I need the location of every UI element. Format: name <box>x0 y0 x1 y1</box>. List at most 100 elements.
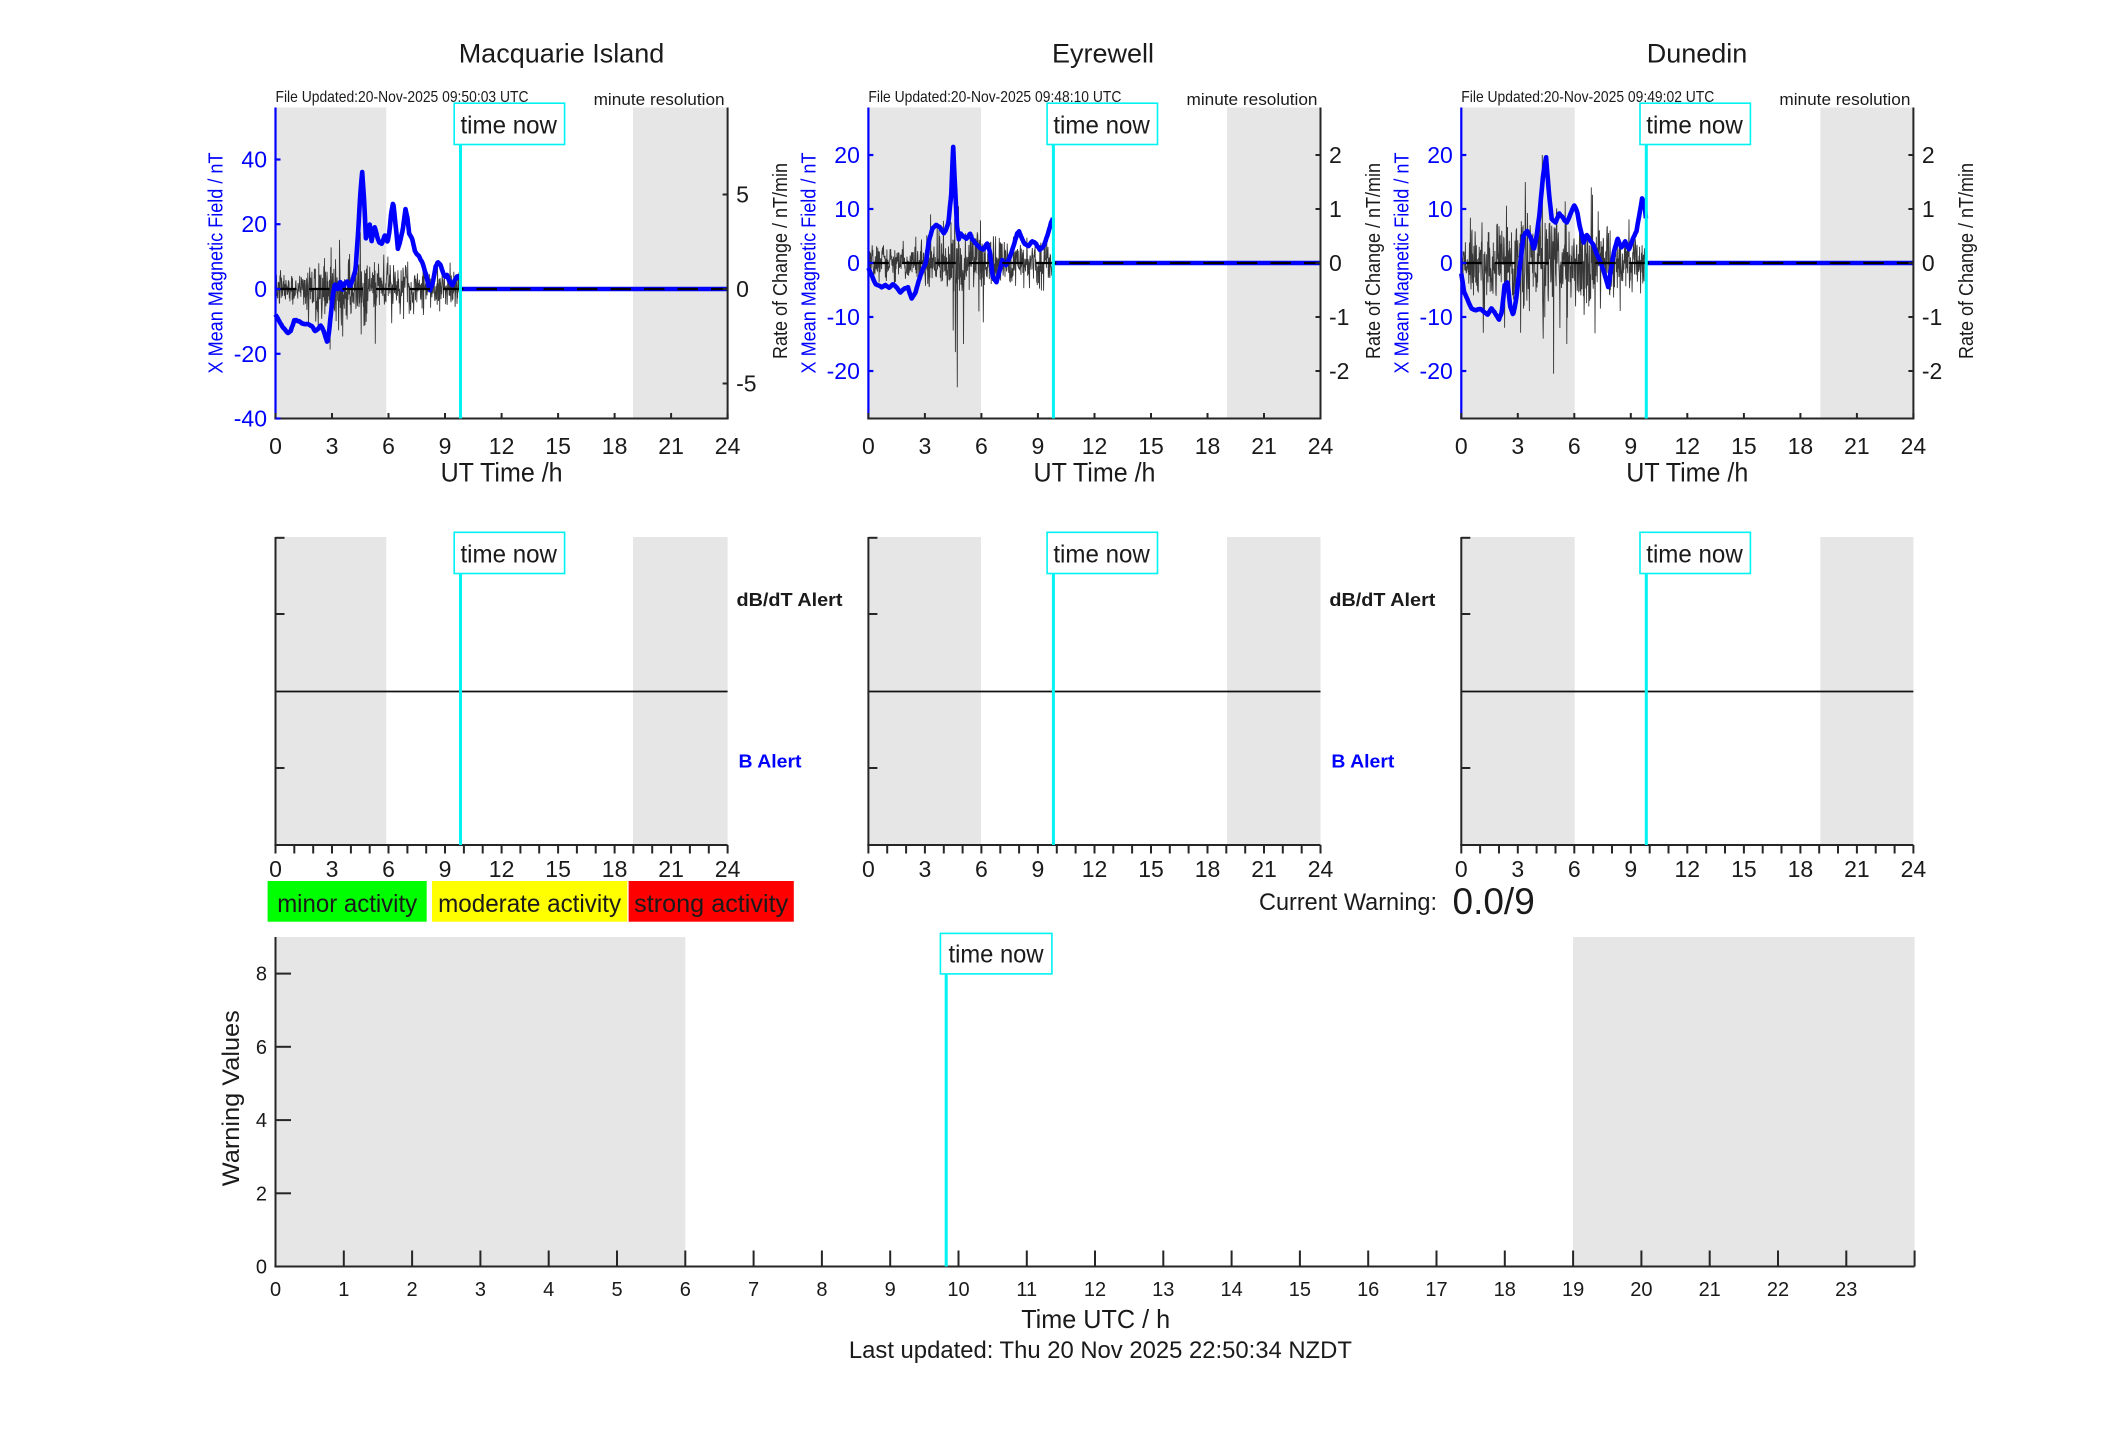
svg-text:21: 21 <box>1844 856 1870 882</box>
svg-text:minute resolution: minute resolution <box>594 90 725 109</box>
svg-text:6: 6 <box>382 856 395 882</box>
svg-text:20: 20 <box>834 142 860 168</box>
svg-text:time now: time now <box>949 941 1045 969</box>
svg-text:9: 9 <box>1624 856 1637 882</box>
svg-text:strong activity: strong activity <box>634 890 788 918</box>
svg-text:time now: time now <box>1646 541 1743 569</box>
svg-text:5: 5 <box>611 1279 622 1301</box>
svg-text:-2: -2 <box>1922 358 1942 384</box>
svg-text:21: 21 <box>1699 1279 1721 1301</box>
svg-text:24: 24 <box>1901 856 1927 882</box>
svg-text:0: 0 <box>847 250 860 276</box>
svg-text:8: 8 <box>816 1279 827 1301</box>
svg-text:-20: -20 <box>234 341 267 367</box>
svg-text:Current Warning:: Current Warning: <box>1259 889 1437 916</box>
svg-text:3: 3 <box>1511 856 1524 882</box>
svg-text:6: 6 <box>1568 433 1581 459</box>
svg-text:0: 0 <box>269 856 282 882</box>
svg-text:B Alert: B Alert <box>739 751 802 772</box>
svg-text:2: 2 <box>1922 142 1935 168</box>
svg-text:0: 0 <box>1922 250 1935 276</box>
svg-text:0: 0 <box>1329 250 1342 276</box>
svg-text:13: 13 <box>1152 1279 1174 1301</box>
svg-text:-2: -2 <box>1329 358 1349 384</box>
svg-text:21: 21 <box>1251 856 1277 882</box>
svg-text:14: 14 <box>1220 1279 1242 1301</box>
svg-text:-20: -20 <box>1420 358 1453 384</box>
svg-text:moderate activity: moderate activity <box>438 890 621 918</box>
svg-text:18: 18 <box>1788 856 1814 882</box>
svg-text:6: 6 <box>680 1279 691 1301</box>
svg-text:UT Time /h: UT Time /h <box>441 458 563 488</box>
svg-text:1: 1 <box>1922 196 1935 222</box>
svg-text:6: 6 <box>975 856 988 882</box>
svg-text:15: 15 <box>545 433 571 459</box>
svg-text:6: 6 <box>256 1037 267 1059</box>
svg-text:6: 6 <box>975 433 988 459</box>
svg-text:12: 12 <box>489 433 515 459</box>
svg-text:Eyrewell: Eyrewell <box>1052 39 1154 69</box>
svg-text:15: 15 <box>1731 856 1757 882</box>
svg-text:time now: time now <box>1646 111 1743 139</box>
svg-text:23: 23 <box>1835 1279 1857 1301</box>
svg-text:X Mean Magnetic Field / nT: X Mean Magnetic Field / nT <box>206 153 228 374</box>
svg-text:X Mean Magnetic Field / nT: X Mean Magnetic Field / nT <box>798 153 820 374</box>
svg-text:20: 20 <box>1427 142 1453 168</box>
svg-text:15: 15 <box>1138 433 1164 459</box>
svg-text:Time UTC / h: Time UTC / h <box>1021 1304 1170 1334</box>
svg-text:15: 15 <box>1289 1279 1311 1301</box>
svg-text:File Updated:20-Nov-2025 09:50: File Updated:20-Nov-2025 09:50:03 UTC <box>276 89 529 106</box>
svg-text:2: 2 <box>256 1183 267 1205</box>
svg-text:minor activity: minor activity <box>277 890 417 918</box>
svg-text:12: 12 <box>1082 856 1108 882</box>
svg-text:21: 21 <box>658 433 684 459</box>
svg-text:2: 2 <box>407 1279 418 1301</box>
svg-text:3: 3 <box>919 433 932 459</box>
svg-text:17: 17 <box>1425 1279 1447 1301</box>
svg-text:15: 15 <box>1731 433 1757 459</box>
svg-text:0: 0 <box>736 276 749 302</box>
svg-text:0: 0 <box>270 1279 281 1301</box>
svg-text:21: 21 <box>1844 433 1870 459</box>
svg-text:-10: -10 <box>1420 304 1453 330</box>
svg-text:15: 15 <box>545 856 571 882</box>
svg-text:3: 3 <box>919 856 932 882</box>
svg-text:18: 18 <box>1195 433 1221 459</box>
svg-text:3: 3 <box>475 1279 486 1301</box>
svg-text:24: 24 <box>1308 433 1334 459</box>
svg-text:6: 6 <box>1568 856 1581 882</box>
svg-text:dB/dT Alert: dB/dT Alert <box>737 589 843 610</box>
svg-text:Rate of Change / nT/min: Rate of Change / nT/min <box>1363 163 1385 359</box>
svg-text:3: 3 <box>326 856 339 882</box>
svg-text:3: 3 <box>326 433 339 459</box>
svg-text:24: 24 <box>1901 433 1927 459</box>
svg-text:12: 12 <box>1084 1279 1106 1301</box>
svg-text:Macquarie Island: Macquarie Island <box>459 39 665 69</box>
svg-text:Dunedin: Dunedin <box>1647 39 1748 69</box>
svg-text:9: 9 <box>1032 856 1045 882</box>
svg-text:10: 10 <box>947 1279 969 1301</box>
svg-text:File Updated:20-Nov-2025 09:49: File Updated:20-Nov-2025 09:49:02 UTC <box>1461 89 1714 106</box>
svg-text:minute resolution: minute resolution <box>1779 90 1910 109</box>
svg-text:3: 3 <box>1511 433 1524 459</box>
svg-text:24: 24 <box>715 856 741 882</box>
svg-text:time now: time now <box>460 111 557 139</box>
svg-text:12: 12 <box>489 856 515 882</box>
svg-text:2: 2 <box>1329 142 1342 168</box>
svg-text:18: 18 <box>602 433 628 459</box>
svg-text:4: 4 <box>256 1110 267 1132</box>
svg-text:1: 1 <box>1329 196 1342 222</box>
svg-text:Last updated: Thu 20 Nov 2025: Last updated: Thu 20 Nov 2025 22:50:34 N… <box>849 1337 1352 1364</box>
svg-text:-5: -5 <box>736 371 756 397</box>
svg-text:dB/dT Alert: dB/dT Alert <box>1329 589 1435 610</box>
svg-text:Warning Values: Warning Values <box>218 1010 245 1186</box>
svg-text:UT Time /h: UT Time /h <box>1034 458 1156 488</box>
svg-text:24: 24 <box>1308 856 1334 882</box>
svg-text:minute resolution: minute resolution <box>1187 90 1318 109</box>
svg-text:0: 0 <box>1440 250 1453 276</box>
svg-text:-10: -10 <box>827 304 860 330</box>
svg-text:10: 10 <box>834 196 860 222</box>
svg-text:X Mean Magnetic Field / nT: X Mean Magnetic Field / nT <box>1391 153 1413 374</box>
svg-text:8: 8 <box>256 964 267 986</box>
svg-text:24: 24 <box>715 433 741 459</box>
